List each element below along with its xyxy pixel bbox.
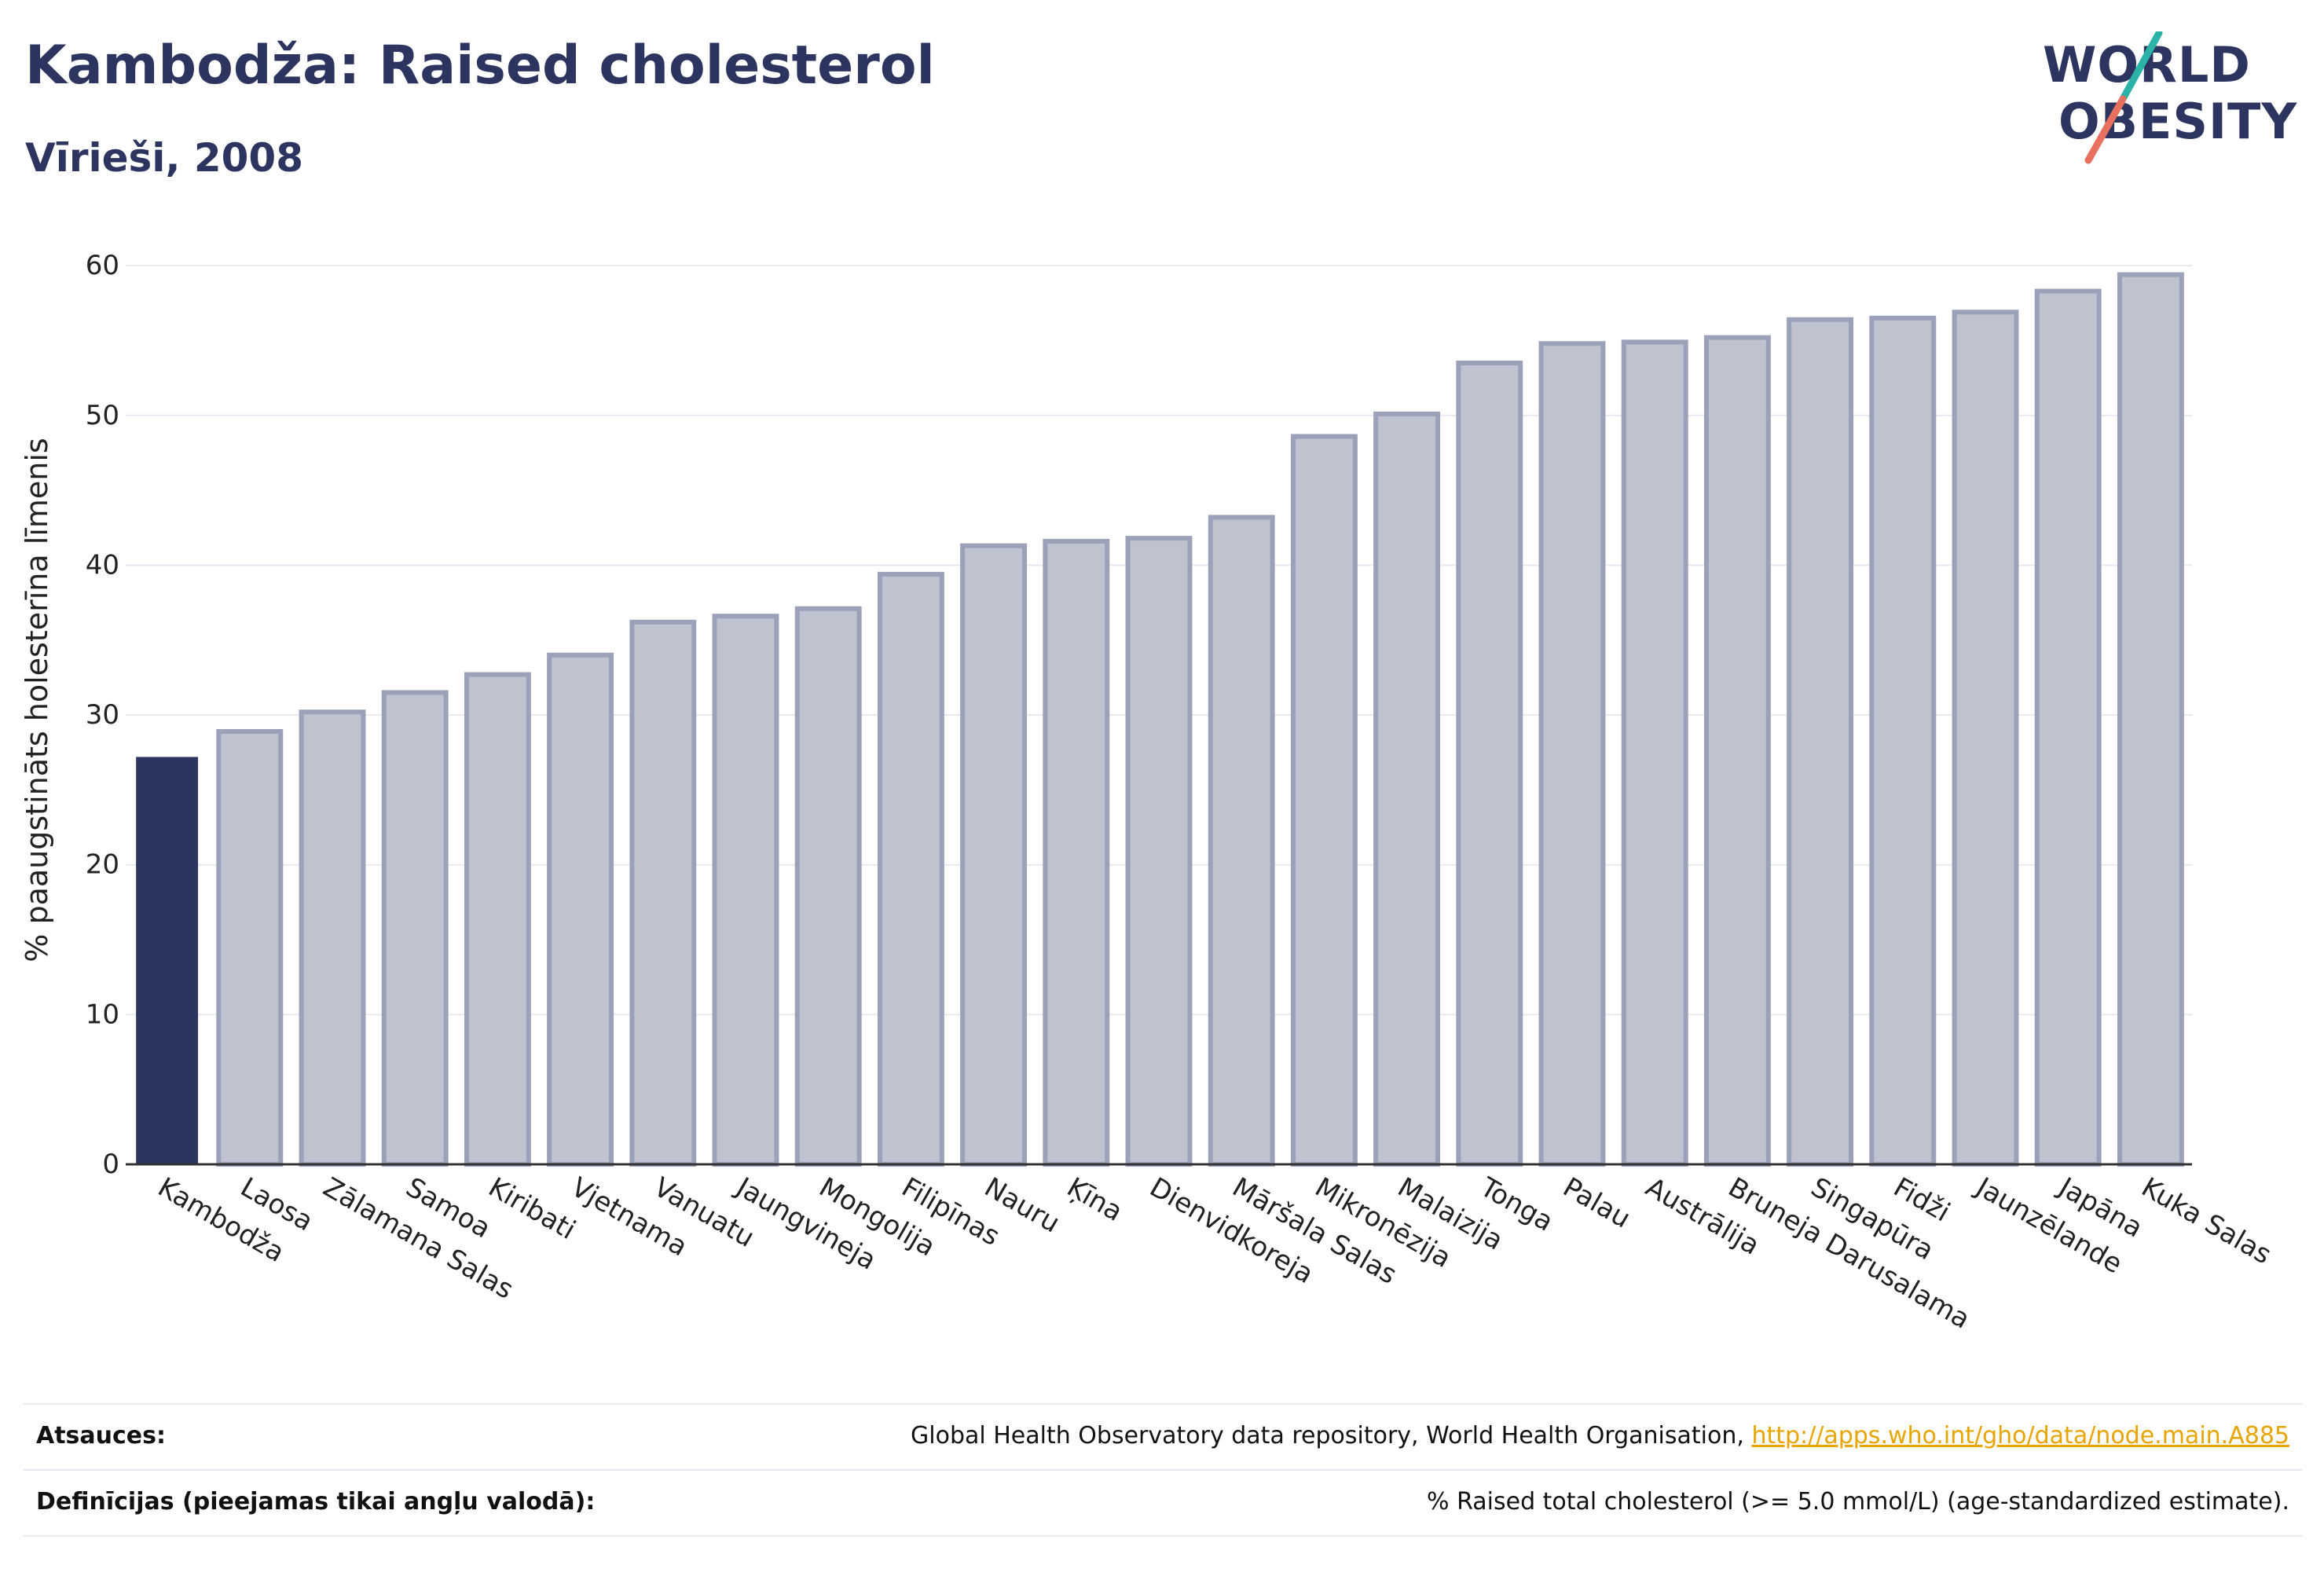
definitions-row: Definīcijas (pieejamas tikai angļu valod… <box>24 1471 2302 1534</box>
bar <box>1043 538 1110 1167</box>
y-tick-label: 60 <box>86 250 119 281</box>
bar <box>547 652 614 1167</box>
bar <box>629 619 697 1167</box>
world-obesity-logo: WORLD OBESITY <box>2043 31 2310 165</box>
sources-text: Global Health Observatory data repositor… <box>911 1422 1752 1450</box>
bar <box>1538 341 1606 1167</box>
x-tick-label: Palau <box>1558 1171 1636 1234</box>
y-tick-label: 10 <box>86 999 119 1030</box>
definitions-label: Definīcijas (pieejamas tikai angļu valod… <box>36 1488 596 1516</box>
bar <box>1703 335 1771 1167</box>
x-tick-label: Kiribati <box>483 1171 581 1246</box>
bar <box>1621 339 1688 1167</box>
bar <box>960 543 1028 1167</box>
bar <box>1952 310 2019 1167</box>
bar <box>216 729 284 1167</box>
bar <box>1869 315 1937 1167</box>
bar <box>1208 515 1275 1167</box>
bar <box>1787 317 1854 1167</box>
bar <box>381 690 449 1167</box>
logo-line1: WORLD <box>2043 36 2251 93</box>
bar <box>136 757 199 1164</box>
footer-divider <box>24 1403 2302 1405</box>
chart-title: Kambodža: Raised cholesterol <box>25 35 935 97</box>
bar <box>1125 536 1193 1167</box>
bar-chart: 0 10 20 30 40 50 60 % paaugstināts holesterīna … <box>20 250 2277 1336</box>
bar <box>1456 361 1523 1167</box>
sources-link[interactable]: http://apps.who.int/gho/data/node.main.A… <box>1751 1422 2289 1450</box>
y-tick-label: 0 <box>102 1149 119 1180</box>
bar <box>1290 434 1358 1167</box>
x-tick-label: Ķīna <box>1061 1171 1127 1228</box>
sources-value: Global Health Observatory data repositor… <box>911 1422 2289 1450</box>
y-axis-label: % paaugstināts holesterīna līmenis <box>20 438 54 962</box>
y-tick-label: 50 <box>86 400 119 431</box>
bar <box>1373 411 1441 1167</box>
definitions-value: % Raised total cholesterol (>= 5.0 mmol/… <box>1427 1488 2289 1516</box>
bar <box>877 571 944 1167</box>
bar <box>712 614 779 1167</box>
bar <box>2034 288 2102 1167</box>
y-tick-label: 40 <box>86 549 119 581</box>
chart-subtitle: Vīrieši, 2008 <box>25 135 304 181</box>
x-tick-label: Kuka Salas <box>2136 1171 2277 1270</box>
sources-label: Atsauces: <box>36 1422 166 1450</box>
y-tick-label: 20 <box>86 849 119 881</box>
sources-row: Atsauces: Global Health Observatory data… <box>24 1405 2302 1468</box>
bar <box>2117 272 2184 1167</box>
bar <box>299 709 366 1167</box>
bar <box>794 606 862 1167</box>
bar <box>464 672 531 1167</box>
y-tick-label: 30 <box>86 699 119 731</box>
footer-divider <box>24 1535 2302 1537</box>
logo-slash-icon <box>2084 31 2163 164</box>
footer-divider <box>24 1469 2302 1471</box>
